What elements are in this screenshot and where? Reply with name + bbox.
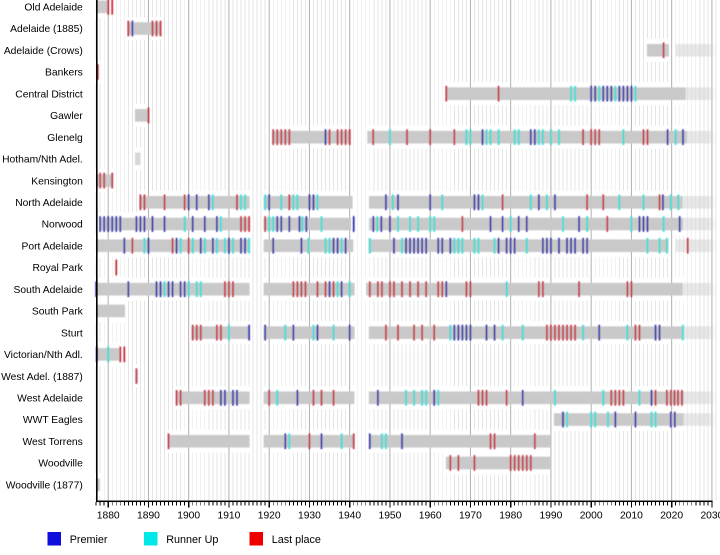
- svg-text:North Adelaide: North Adelaide: [15, 198, 83, 209]
- svg-text:1910: 1910: [217, 511, 240, 522]
- svg-text:Runner Up: Runner Up: [166, 534, 218, 546]
- svg-text:South Adelaide: South Adelaide: [14, 285, 84, 296]
- svg-text:Woodville: Woodville: [38, 459, 83, 470]
- svg-text:1900: 1900: [177, 511, 200, 522]
- svg-text:1890: 1890: [137, 511, 160, 522]
- svg-text:1980: 1980: [499, 511, 522, 522]
- svg-text:Gawler: Gawler: [50, 111, 83, 122]
- svg-text:West Adelaide: West Adelaide: [17, 394, 83, 405]
- svg-text:Victorian/Nth Adl.: Victorian/Nth Adl.: [4, 350, 83, 361]
- svg-text:WWT Eagles: WWT Eagles: [23, 415, 83, 426]
- svg-text:2020: 2020: [660, 511, 683, 522]
- svg-text:Adelaide (1885): Adelaide (1885): [10, 24, 83, 35]
- svg-text:South Park: South Park: [32, 307, 84, 318]
- svg-text:1960: 1960: [419, 511, 442, 522]
- svg-text:Central District: Central District: [15, 89, 83, 100]
- svg-text:1930: 1930: [298, 511, 321, 522]
- svg-text:2000: 2000: [580, 511, 603, 522]
- svg-text:Sturt: Sturt: [61, 328, 83, 339]
- svg-text:Hotham/Nth Adel.: Hotham/Nth Adel.: [2, 155, 83, 166]
- svg-text:1970: 1970: [459, 511, 482, 522]
- svg-text:Adelaide (Crows): Adelaide (Crows): [4, 46, 83, 57]
- svg-text:2010: 2010: [620, 511, 643, 522]
- svg-text:Old Adelaide: Old Adelaide: [24, 3, 83, 14]
- svg-text:Woodville (1877): Woodville (1877): [6, 480, 83, 491]
- svg-text:1990: 1990: [539, 511, 562, 522]
- svg-text:Glenelg: Glenelg: [47, 133, 83, 144]
- svg-text:Premier: Premier: [70, 534, 108, 546]
- svg-text:West Adel. (1887): West Adel. (1887): [1, 372, 83, 383]
- svg-text:1880: 1880: [97, 511, 120, 522]
- svg-text:2030: 2030: [700, 511, 720, 522]
- svg-text:Kensington: Kensington: [31, 176, 83, 187]
- svg-text:Last place: Last place: [272, 534, 321, 546]
- svg-text:Port Adelaide: Port Adelaide: [22, 241, 84, 252]
- svg-text:1940: 1940: [338, 511, 361, 522]
- svg-text:Bankers: Bankers: [45, 68, 83, 79]
- svg-text:Royal Park: Royal Park: [32, 263, 83, 274]
- svg-text:Norwood: Norwood: [42, 220, 83, 231]
- svg-text:1950: 1950: [378, 511, 401, 522]
- svg-text:West Torrens: West Torrens: [23, 437, 83, 448]
- svg-text:1920: 1920: [258, 511, 281, 522]
